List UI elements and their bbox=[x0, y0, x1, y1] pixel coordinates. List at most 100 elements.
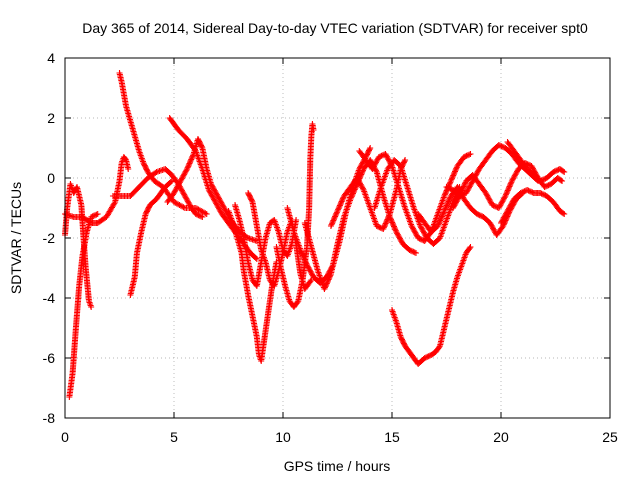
data-point bbox=[194, 136, 201, 142]
data-point bbox=[401, 158, 408, 165]
data-point bbox=[375, 154, 382, 160]
data-point bbox=[333, 209, 340, 216]
data-point bbox=[440, 209, 447, 216]
data-point bbox=[524, 187, 531, 193]
data-point bbox=[411, 249, 418, 256]
data-point bbox=[444, 184, 451, 191]
data-point bbox=[443, 202, 450, 209]
data-point bbox=[377, 153, 384, 160]
data-point bbox=[202, 210, 209, 217]
data-point bbox=[538, 177, 545, 184]
data-point bbox=[89, 213, 96, 220]
data-point bbox=[351, 187, 358, 194]
data-point bbox=[187, 157, 194, 164]
data-point bbox=[185, 161, 192, 168]
data-point bbox=[185, 163, 192, 170]
data-point bbox=[449, 175, 456, 182]
data-point bbox=[504, 187, 511, 194]
data-point bbox=[302, 259, 309, 266]
data-point bbox=[298, 248, 305, 255]
data-point bbox=[330, 216, 337, 223]
data-point bbox=[445, 198, 452, 205]
data-point bbox=[539, 191, 546, 198]
data-point bbox=[384, 216, 391, 223]
data-point bbox=[440, 210, 447, 217]
data-point bbox=[462, 153, 469, 160]
data-point bbox=[437, 217, 444, 224]
data-point bbox=[301, 255, 308, 262]
data-point bbox=[373, 223, 380, 229]
data-point bbox=[497, 142, 504, 149]
data-point bbox=[349, 191, 356, 198]
data-point bbox=[412, 250, 419, 256]
data-point bbox=[92, 212, 99, 219]
data-point bbox=[245, 191, 252, 198]
series-track-17 bbox=[371, 157, 463, 247]
data-point bbox=[460, 154, 467, 160]
data-point bbox=[380, 226, 387, 232]
y-tick-label: 0 bbox=[47, 170, 55, 186]
data-point bbox=[330, 217, 337, 224]
data-point bbox=[525, 187, 532, 194]
data-point bbox=[245, 190, 252, 196]
data-point bbox=[188, 155, 195, 162]
data-point bbox=[323, 281, 330, 288]
data-point bbox=[349, 190, 356, 197]
data-point bbox=[332, 212, 339, 219]
data-point bbox=[463, 152, 470, 159]
data-point bbox=[460, 183, 467, 190]
series-track-18 bbox=[389, 244, 474, 367]
data-point bbox=[93, 211, 100, 218]
data-point bbox=[501, 194, 508, 201]
data-point bbox=[339, 197, 346, 204]
data-point bbox=[517, 190, 524, 196]
data-point bbox=[328, 221, 335, 228]
data-point bbox=[507, 180, 514, 187]
data-point bbox=[389, 219, 396, 226]
data-point bbox=[334, 208, 341, 214]
data-point bbox=[358, 171, 365, 178]
data-point bbox=[351, 186, 358, 193]
data-point bbox=[446, 180, 453, 187]
data-point bbox=[301, 256, 308, 263]
data-point bbox=[458, 188, 465, 195]
data-point bbox=[94, 211, 101, 217]
data-point bbox=[498, 143, 505, 150]
data-point bbox=[385, 215, 392, 222]
data-point bbox=[476, 212, 483, 219]
data-point bbox=[252, 255, 259, 261]
data-point bbox=[438, 214, 445, 221]
data-point bbox=[550, 169, 557, 175]
data-point bbox=[188, 156, 195, 163]
data-point bbox=[336, 203, 343, 210]
data-point bbox=[329, 220, 336, 227]
data-point bbox=[326, 275, 333, 282]
data-point bbox=[382, 221, 389, 228]
data-point bbox=[406, 247, 413, 253]
data-point bbox=[415, 235, 422, 241]
data-point bbox=[383, 219, 390, 226]
x-tick-label: 15 bbox=[384, 429, 400, 445]
data-point bbox=[196, 139, 203, 146]
data-point bbox=[327, 272, 334, 279]
data-point bbox=[506, 183, 513, 190]
data-point bbox=[477, 212, 484, 219]
y-tick-label: -8 bbox=[43, 410, 56, 426]
data-point bbox=[460, 184, 467, 191]
y-tick-label: 2 bbox=[47, 110, 55, 126]
series-track-12 bbox=[273, 121, 317, 310]
data-point bbox=[399, 337, 406, 344]
y-axis-label: SDTVAR / TECUs bbox=[8, 182, 24, 294]
data-point bbox=[198, 143, 205, 150]
series-track-8 bbox=[166, 115, 260, 262]
data-point bbox=[442, 205, 449, 212]
data-point bbox=[464, 152, 471, 159]
data-point bbox=[409, 248, 416, 255]
y-tick-label: -6 bbox=[43, 350, 56, 366]
data-point bbox=[542, 183, 549, 190]
data-point bbox=[505, 186, 512, 193]
data-point bbox=[385, 213, 392, 220]
data-point bbox=[467, 151, 474, 157]
data-point bbox=[458, 187, 465, 194]
series-track-10 bbox=[232, 202, 300, 289]
